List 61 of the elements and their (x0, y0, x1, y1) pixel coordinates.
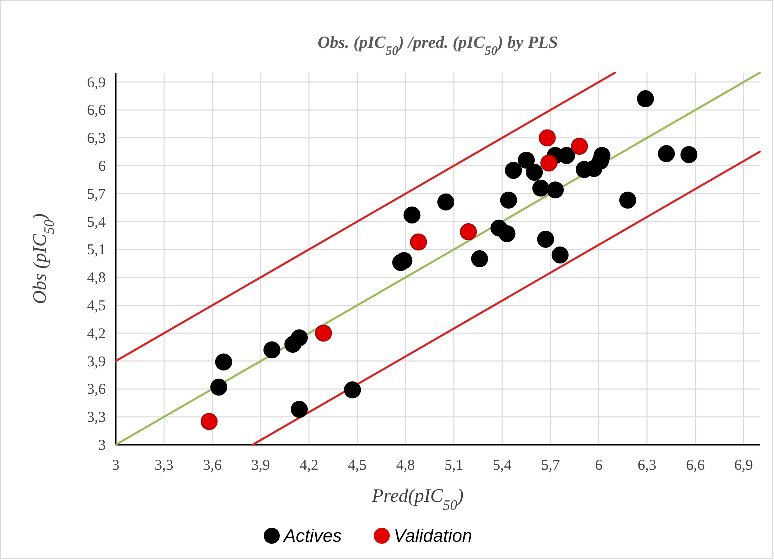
point (315, 324, 332, 342)
point (344, 382, 362, 399)
point (438, 194, 455, 211)
x-tick-label: 6 (595, 458, 604, 474)
y-tick-label: 3,6 (87, 382, 106, 398)
y-tick-label: 3,3 (87, 410, 106, 426)
x-tick-label: 4,2 (300, 458, 319, 474)
chart-title: Obs. (pIC$_{50}$) /pred. (pIC$_{50}$) by PLS (318, 33, 558, 58)
point (210, 378, 228, 396)
point (518, 152, 536, 169)
x-tick-label: 6,6 (686, 458, 706, 474)
y-tick-label: 6 (98, 159, 106, 175)
point (571, 138, 588, 155)
point (404, 206, 421, 224)
point (291, 330, 308, 347)
point (410, 234, 428, 251)
point (505, 162, 522, 180)
legend-label: Validation (394, 526, 472, 546)
y-tick-label: 6,9 (87, 75, 106, 92)
x-tick-label: 3,3 (154, 458, 174, 474)
point (537, 231, 554, 248)
y-tick-label: 4,5 (87, 298, 106, 314)
point (637, 90, 654, 108)
point (658, 145, 676, 162)
point (291, 401, 308, 418)
x-tick-label: 3 (112, 458, 120, 474)
legend-label: Actives (283, 526, 342, 546)
point (526, 164, 544, 181)
point (532, 180, 550, 197)
x-axis-title: Pred(pIC$_{50}$) (371, 486, 464, 514)
point (215, 354, 232, 371)
x-tick-label: 4,5 (348, 458, 367, 474)
point (547, 182, 564, 199)
x-tick-label: 5,7 (541, 458, 561, 474)
point (460, 224, 478, 240)
y-tick-label: 5,7 (87, 186, 106, 203)
x-tick-label: 3,6 (203, 458, 222, 474)
point (680, 146, 698, 164)
y-tick-label: 6,3 (87, 131, 106, 148)
x-tick-label: 5,1 (444, 458, 464, 474)
point (200, 413, 218, 430)
y-tick-label: 4,8 (87, 270, 106, 287)
point (620, 192, 636, 209)
point (539, 130, 556, 147)
point (552, 246, 569, 264)
x-tick-label: 6,9 (734, 458, 754, 474)
point (264, 342, 281, 359)
point (500, 192, 518, 209)
x-tick-label: 4,8 (396, 458, 416, 474)
y-tick-label: 5,4 (87, 214, 106, 231)
y-tick-label: 5,1 (87, 242, 106, 259)
y-tick-label: 3 (98, 438, 106, 454)
x-tick-label: 3,9 (252, 458, 270, 474)
point (471, 250, 488, 268)
y-tick-label: 6,6 (87, 103, 106, 120)
point (540, 154, 558, 172)
x-tick-label: 6,3 (638, 458, 657, 474)
y-tick-label: 4,2 (87, 326, 106, 342)
y-tick-label: 3,9 (87, 354, 106, 370)
point (498, 225, 516, 242)
x-tick-label: 5,4 (493, 458, 512, 474)
